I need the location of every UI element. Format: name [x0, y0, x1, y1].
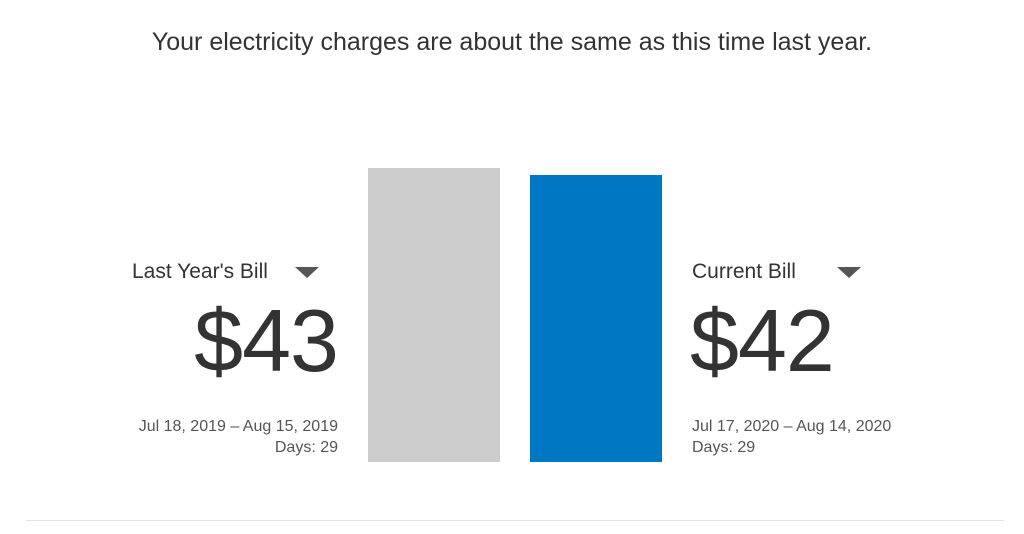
comparison-headline: Your electricity charges are about the s… — [151, 28, 873, 56]
current-days: Days: 29 — [692, 439, 756, 456]
section-divider — [26, 520, 1004, 521]
current-bill-dropdown[interactable]: Current Bill — [692, 260, 861, 284]
bill-comparison-bars — [368, 120, 662, 462]
current-date-range: Jul 17, 2020 – Aug 14, 2020 — [692, 418, 892, 435]
current-amount: $42 — [690, 291, 835, 390]
last-year-bill-label: Last Year's Bill — [132, 260, 268, 283]
current-bar — [530, 175, 662, 462]
caret-down-icon[interactable] — [294, 266, 319, 278]
current-period-block: Jul 17, 2020 – Aug 14, 2020 Days: 29 — [692, 416, 891, 458]
last-year-amount: $43 — [194, 291, 339, 390]
last-year-period-block: Jul 18, 2019 – Aug 15, 2019 Days: 29 — [139, 416, 338, 458]
last-year-date-range: Jul 18, 2019 – Aug 15, 2019 — [138, 418, 338, 435]
last-year-bar — [368, 168, 500, 462]
current-bill-label: Current Bill — [692, 260, 796, 283]
last-year-bill-dropdown[interactable]: Last Year's Bill — [132, 260, 319, 284]
last-year-days: Days: 29 — [274, 439, 338, 456]
caret-down-icon[interactable] — [836, 266, 861, 278]
